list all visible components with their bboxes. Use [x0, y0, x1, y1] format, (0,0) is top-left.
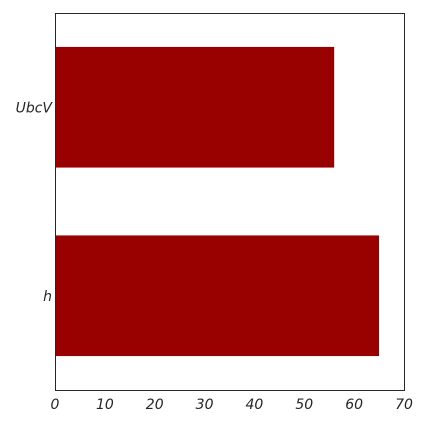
x-axis: 0 10 20 30 40 50 60 70 [51, 397, 413, 413]
x-tick-label: 30 [196, 397, 214, 413]
x-tick-label: 20 [146, 397, 164, 413]
y-tick-label: UbcV [16, 100, 54, 116]
x-tick-label: 10 [96, 397, 114, 413]
x-tick-label: 0 [51, 397, 60, 413]
y-tick-label: h [43, 289, 52, 305]
bars-layer [55, 46, 380, 357]
x-tick-label: 60 [345, 397, 363, 413]
bar-UbcV [55, 46, 335, 168]
x-tick-label: 50 [295, 397, 313, 413]
x-tick-label: 40 [246, 397, 264, 413]
y-axis: UbcV h [16, 100, 54, 305]
bar-h [55, 235, 380, 357]
plot-area-frame [55, 13, 405, 391]
x-tick-label: 70 [395, 397, 413, 413]
